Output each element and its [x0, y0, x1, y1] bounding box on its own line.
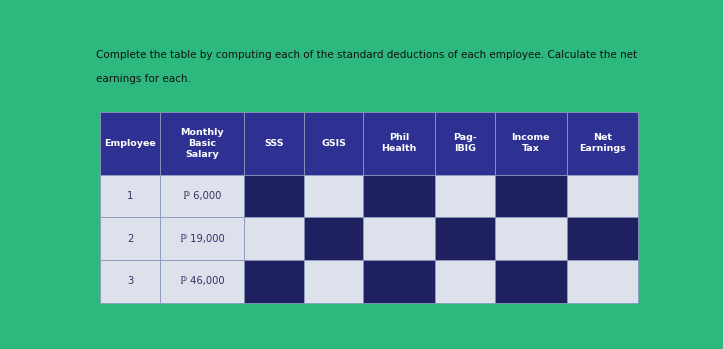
Bar [495, 260, 567, 303]
Bar [304, 112, 364, 175]
Bar [100, 217, 161, 260]
Bar [100, 175, 161, 217]
Text: 3: 3 [127, 276, 134, 286]
Bar [495, 217, 567, 260]
Text: ℙ 46,000: ℙ 46,000 [180, 276, 224, 286]
Bar [567, 175, 638, 217]
Bar [567, 112, 638, 175]
Bar [244, 175, 304, 217]
Bar [435, 175, 495, 217]
Bar [161, 175, 244, 217]
Text: ℙ 19,000: ℙ 19,000 [180, 233, 224, 244]
Bar [364, 260, 435, 303]
Bar [495, 112, 567, 175]
Text: Income
Tax: Income Tax [512, 133, 550, 153]
Text: 2: 2 [127, 233, 134, 244]
Bar [304, 260, 364, 303]
Bar [161, 112, 244, 175]
Bar [244, 260, 304, 303]
Text: GSIS: GSIS [321, 139, 346, 148]
Bar [100, 112, 161, 175]
Bar [244, 217, 304, 260]
Text: Monthly
Basic
Salary: Monthly Basic Salary [180, 128, 224, 159]
Text: Complete the table by computing each of the standard deductions of each employee: Complete the table by computing each of … [96, 50, 637, 60]
Bar [364, 175, 435, 217]
Text: Net
Earnings: Net Earnings [579, 133, 626, 153]
Bar [304, 175, 364, 217]
Text: ℙ 6,000: ℙ 6,000 [183, 191, 221, 201]
Bar [244, 112, 304, 175]
Bar [304, 217, 364, 260]
Text: Phil
Health: Phil Health [382, 133, 417, 153]
Bar [435, 260, 495, 303]
Bar [364, 112, 435, 175]
Bar [567, 260, 638, 303]
Bar [100, 260, 161, 303]
Bar [435, 217, 495, 260]
Bar [435, 112, 495, 175]
Bar [495, 175, 567, 217]
Bar [567, 217, 638, 260]
Text: SSS: SSS [264, 139, 283, 148]
Text: earnings for each.: earnings for each. [96, 74, 191, 84]
Bar [161, 260, 244, 303]
Text: 1: 1 [127, 191, 134, 201]
Text: Employee: Employee [104, 139, 156, 148]
Text: Pag-
IBIG: Pag- IBIG [453, 133, 477, 153]
Bar [161, 217, 244, 260]
Bar [364, 217, 435, 260]
